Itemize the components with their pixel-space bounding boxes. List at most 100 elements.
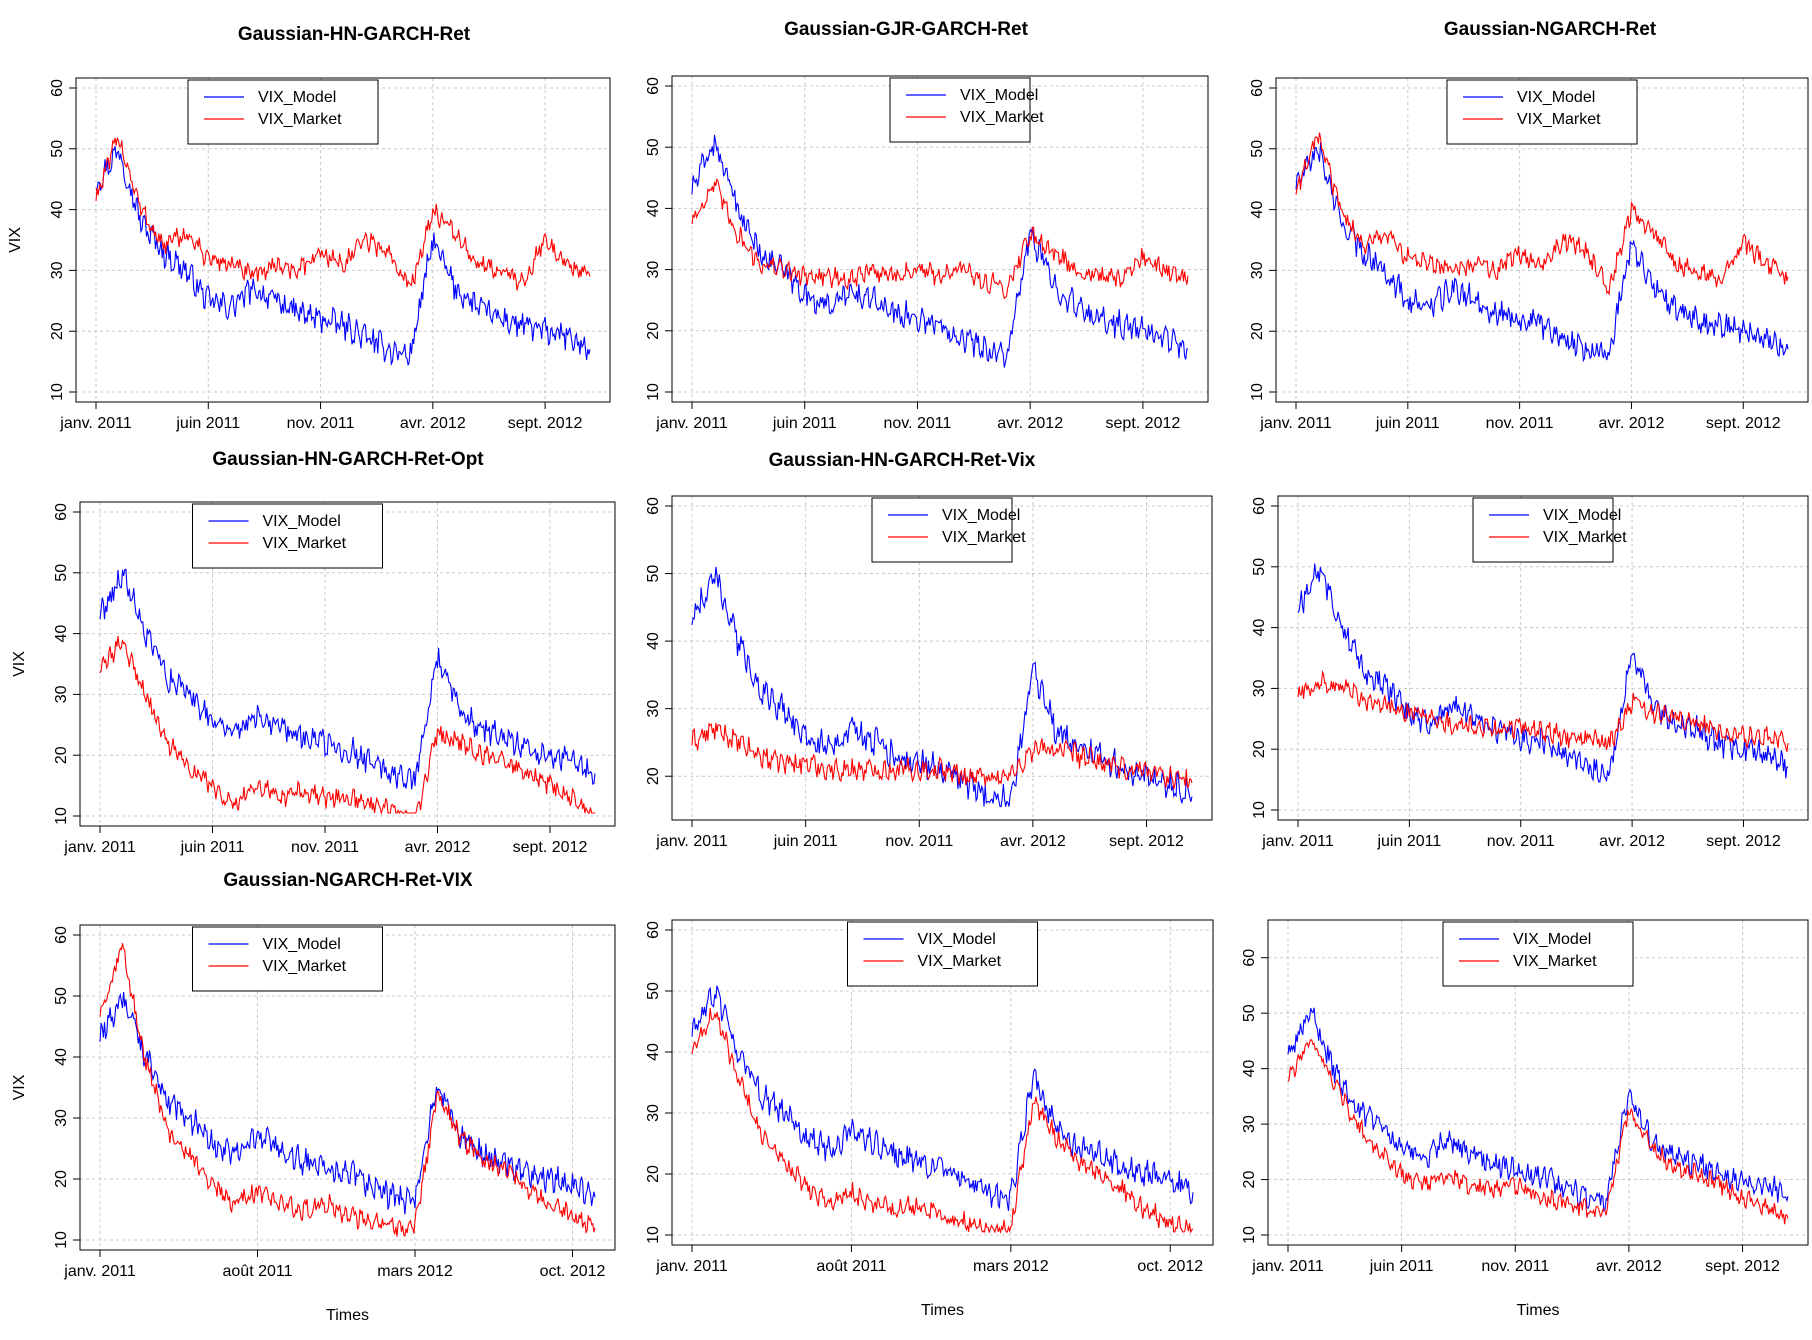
legend-box xyxy=(847,921,1038,987)
series-line-vix-market xyxy=(1297,669,1789,752)
legend: VIX_Model VIX_Market xyxy=(889,77,1044,143)
plot-frame xyxy=(1275,77,1809,403)
plot-frame xyxy=(75,77,611,403)
chart-title: Gaussian-HN-GARCH-Ret xyxy=(238,24,471,45)
series-line-vix-model xyxy=(691,134,1189,368)
y-tick-label: 40 xyxy=(1249,201,1266,219)
x-tick-label: juin 2011 xyxy=(772,415,837,432)
legend: VIX_Model VIX_Market xyxy=(187,79,379,145)
x-tick-label: nov. 2011 xyxy=(1481,1258,1549,1275)
legend-label: VIX_Market xyxy=(258,111,342,128)
plot-frame xyxy=(671,75,1209,403)
series-line-vix-market xyxy=(99,943,596,1238)
x-tick-label: mars 2012 xyxy=(973,1258,1049,1275)
legend-label: VIX_Model xyxy=(960,87,1038,104)
legend-label: VIX_Model xyxy=(1517,89,1595,106)
legend: VIX_Model VIX_Market xyxy=(1442,921,1634,987)
chart-panel-6: 10 20 30 40 50 60 janv. 2011 juin 2011 nov. 2011… xyxy=(1251,495,1809,850)
x-tick-label: janv. 2011 xyxy=(1259,415,1332,432)
legend-label: VIX_Market xyxy=(263,958,347,975)
series-line-vix-model xyxy=(691,566,1193,808)
x-tick-label: janv. 2011 xyxy=(655,415,728,432)
chart-panel-8: 10 20 30 40 50 60 janv. 2011 août 2011 mars 2012… xyxy=(645,919,1214,1319)
x-tick-label: sept. 2012 xyxy=(1705,1258,1780,1275)
y-tick-label: 40 xyxy=(645,199,662,217)
series-line-vix-model xyxy=(1295,142,1789,363)
x-tick-label: avr. 2012 xyxy=(405,839,471,856)
y-tick-label: 40 xyxy=(49,201,66,219)
series-line-vix-market xyxy=(95,137,591,291)
y-tick-label: 30 xyxy=(1241,1115,1258,1133)
y-tick-label: 20 xyxy=(645,767,662,785)
chart-title: Gaussian-HN-GARCH-Ret-Vix xyxy=(769,450,1036,471)
y-tick-label: 10 xyxy=(1249,383,1266,401)
y-tick-label: 30 xyxy=(645,261,662,279)
y-tick-label: 40 xyxy=(53,625,70,643)
series-line-vix-market xyxy=(1295,132,1789,296)
y-tick-label: 50 xyxy=(645,565,662,583)
series-line-vix-market xyxy=(1287,1038,1789,1225)
series-line-vix-model xyxy=(1287,1007,1789,1213)
y-tick-label: 30 xyxy=(645,700,662,718)
plot-frame xyxy=(79,501,616,827)
y-tick-label: 20 xyxy=(53,1170,70,1188)
y-tick-label: 10 xyxy=(1251,801,1268,819)
chart-panel-5: 20 30 40 50 60 janv. 2011 juin 2011 nov. 2011 av… xyxy=(645,450,1213,850)
legend-label: VIX_Model xyxy=(258,89,336,106)
y-tick-label: 40 xyxy=(645,1043,662,1061)
y-tick-label: 30 xyxy=(645,1104,662,1122)
chart-panel-2: 10 20 30 40 50 60 janv. 2011 juin 2011 nov. 2011… xyxy=(645,19,1209,432)
y-tick-label: 20 xyxy=(53,746,70,764)
chart-panel-1: 10 20 30 40 50 60 janv. 2011 juin 2011 nov. 2011… xyxy=(7,24,611,432)
y-tick-label: 50 xyxy=(645,138,662,156)
series-line-vix-model xyxy=(691,985,1194,1211)
series-line-vix-market xyxy=(691,178,1189,300)
legend-label: VIX_Market xyxy=(1513,953,1597,970)
y-tick-label: 50 xyxy=(49,140,66,158)
x-tick-label: juin 2011 xyxy=(1375,415,1440,432)
y-tick-label: 60 xyxy=(645,921,662,939)
x-axis-label: Times xyxy=(326,1307,369,1324)
y-tick-label: 60 xyxy=(53,926,70,944)
x-tick-label: avr. 2012 xyxy=(1599,833,1665,850)
legend-label: VIX_Model xyxy=(942,507,1020,524)
y-tick-label: 40 xyxy=(1251,619,1268,637)
y-tick-label: 60 xyxy=(1249,79,1266,97)
x-tick-label: nov. 2011 xyxy=(885,833,953,850)
y-tick-label: 20 xyxy=(49,322,66,340)
legend: VIX_Model VIX_Market xyxy=(192,503,383,569)
x-axis-label: Times xyxy=(1517,1302,1560,1319)
y-tick-label: 40 xyxy=(53,1048,70,1066)
legend-label: VIX_Model xyxy=(1513,931,1591,948)
y-tick-label: 50 xyxy=(645,982,662,1000)
x-tick-label: juin 2011 xyxy=(1376,833,1441,850)
series-line-vix-market xyxy=(691,1008,1194,1235)
x-tick-label: sept. 2012 xyxy=(1109,833,1184,850)
series-line-vix-model xyxy=(99,992,596,1215)
legend-label: VIX_Market xyxy=(263,535,347,552)
plot-frame xyxy=(671,495,1213,821)
x-tick-label: nov. 2011 xyxy=(287,415,355,432)
x-tick-label: sept. 2012 xyxy=(513,839,588,856)
legend-box xyxy=(1472,497,1614,563)
x-tick-label: janv. 2011 xyxy=(1261,833,1334,850)
y-tick-label: 20 xyxy=(1251,740,1268,758)
y-tick-label: 20 xyxy=(1249,322,1266,340)
y-tick-label: 30 xyxy=(1251,679,1268,697)
legend-box xyxy=(871,497,1013,563)
y-tick-label: 10 xyxy=(53,1231,70,1249)
y-tick-label: 50 xyxy=(53,564,70,582)
y-tick-label: 50 xyxy=(53,987,70,1005)
chart-title: Gaussian-GJR-GARCH-Ret xyxy=(784,19,1029,40)
y-tick-label: 20 xyxy=(645,1165,662,1183)
series-line-vix-market xyxy=(691,722,1193,790)
legend: VIX_Model VIX_Market xyxy=(1472,497,1627,563)
y-tick-label: 20 xyxy=(645,322,662,340)
x-tick-label: sept. 2012 xyxy=(1106,415,1181,432)
x-tick-label: sept. 2012 xyxy=(1706,415,1781,432)
legend: VIX_Model VIX_Market xyxy=(1446,79,1638,145)
y-tick-label: 30 xyxy=(53,1109,70,1127)
x-axis-label: Times xyxy=(921,1302,964,1319)
x-tick-label: nov. 2011 xyxy=(291,839,359,856)
x-tick-label: avr. 2012 xyxy=(997,415,1063,432)
